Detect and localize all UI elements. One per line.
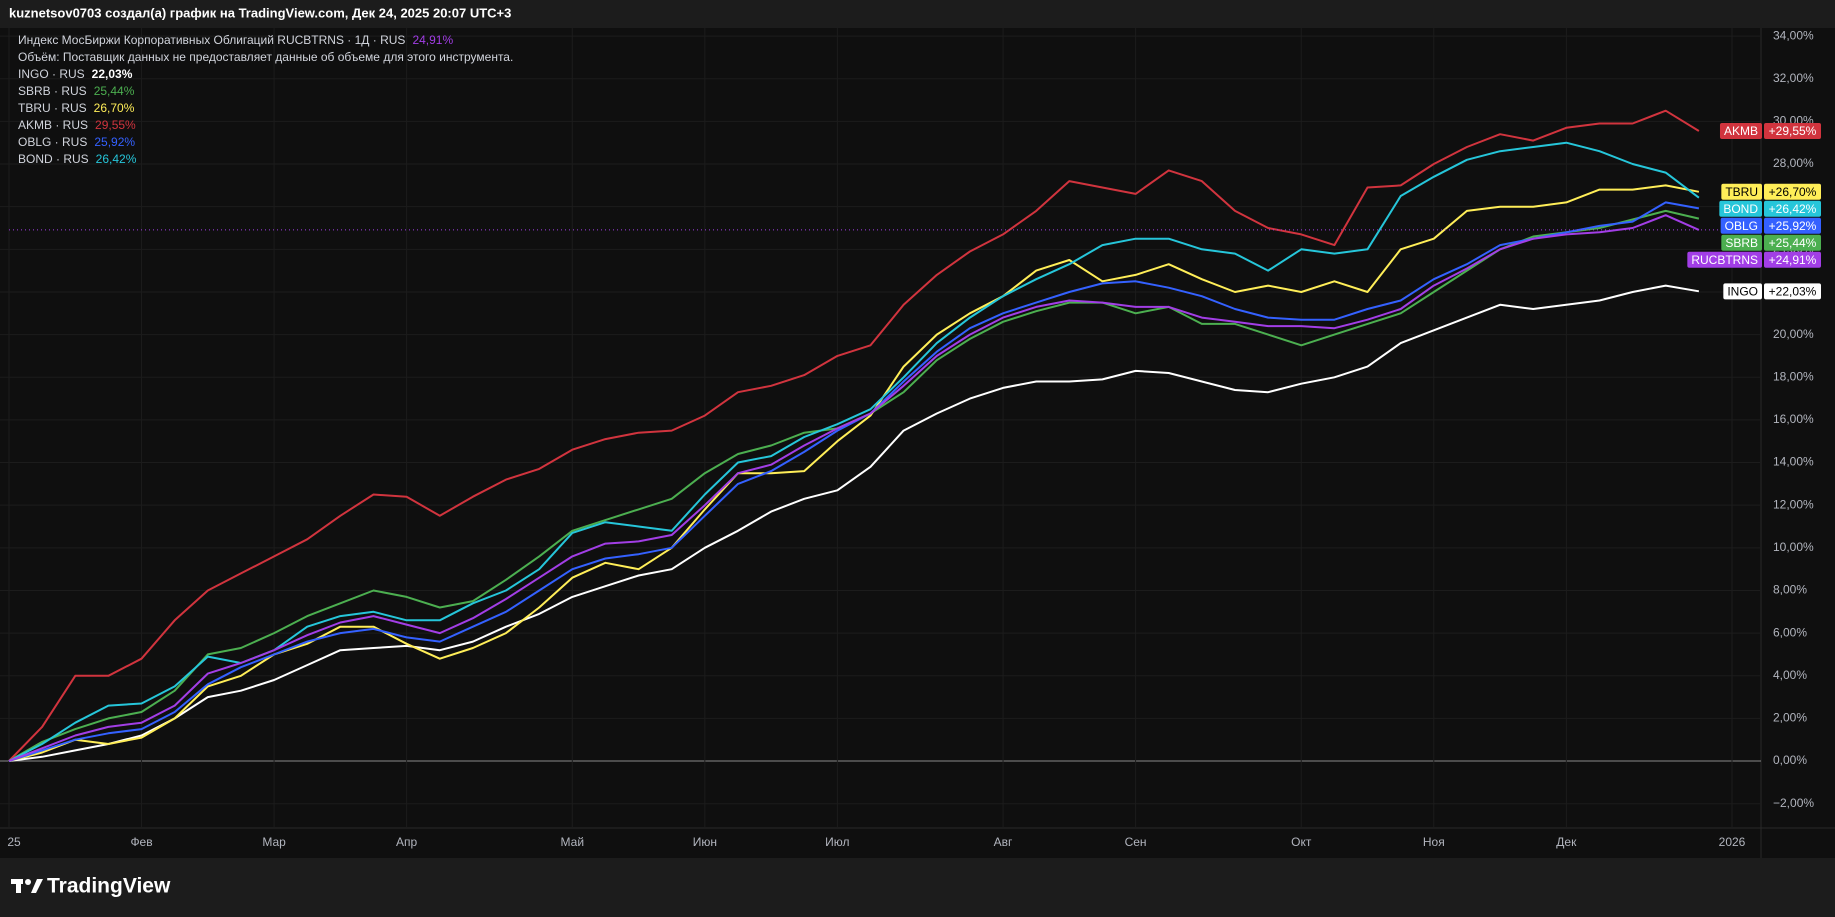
x-tick-label: Мар xyxy=(262,835,286,849)
badge-value-box xyxy=(1764,217,1821,234)
badge-value-box xyxy=(1764,200,1821,217)
price-badge: +25,44% SBRB xyxy=(1721,234,1821,251)
badge-ticker: SBRB xyxy=(1725,236,1758,250)
badge-ticker: BOND xyxy=(1723,202,1758,216)
legend-value: 22,03% xyxy=(92,67,133,81)
legend-name: INGO · RUS xyxy=(18,67,85,81)
legend-value: 26,70% xyxy=(94,101,135,115)
x-tick-label: 2026 xyxy=(1719,835,1746,849)
badge-ticker-box xyxy=(1719,200,1762,217)
badge-ticker-box xyxy=(1687,251,1762,268)
x-tick-label: Окт xyxy=(1291,835,1312,849)
legend-name: Индекс МосБиржи Корпоративных Облигаций … xyxy=(18,33,405,47)
badge-ticker-box xyxy=(1720,217,1762,234)
badge-value-box xyxy=(1764,251,1821,268)
legend-name: AKMB · RUS xyxy=(18,118,88,132)
x-tick-label: Сен xyxy=(1125,835,1147,849)
series-line xyxy=(8,184,1700,762)
price-badge: +29,55% AKMB xyxy=(1719,122,1821,139)
badge-ticker: OBLG xyxy=(1725,219,1758,233)
badge-ticker: INGO xyxy=(1727,284,1758,298)
badge-value-box xyxy=(1764,234,1821,251)
badge-ticker-box xyxy=(1723,283,1762,300)
legend-value: 26,42% xyxy=(96,152,137,166)
badge-value-box xyxy=(1764,122,1821,139)
y-tick-label: 28,00% xyxy=(1773,156,1814,170)
x-tick-label: Июн xyxy=(693,835,717,849)
y-tick-label: 6,00% xyxy=(1773,625,1807,639)
price-badge: +24,91% RUCBTRNS xyxy=(1687,251,1821,268)
y-tick-label: 34,00% xyxy=(1773,28,1814,42)
badge-ticker: TBRU xyxy=(1725,185,1758,199)
badge-value: +29,55% xyxy=(1769,124,1817,138)
price-badge: +25,92% OBLG xyxy=(1720,217,1821,234)
badge-ticker-box xyxy=(1721,234,1762,251)
x-tick-label: 25 xyxy=(7,835,21,849)
y-tick-label: −2,00% xyxy=(1773,796,1814,810)
x-tick-label: Дек xyxy=(1556,835,1577,849)
x-tick-label: Июл xyxy=(825,835,849,849)
y-tick-label: 0,00% xyxy=(1773,753,1807,767)
x-tick-label: Апр xyxy=(396,835,418,849)
series-line xyxy=(8,109,1700,762)
y-tick-label: 16,00% xyxy=(1773,412,1814,426)
x-tick-label: Фев xyxy=(130,835,152,849)
chart-area xyxy=(0,28,1835,858)
x-tick-label: Авг xyxy=(994,835,1013,849)
series-line xyxy=(8,284,1700,762)
legend-name: OBLG · RUS xyxy=(18,135,87,149)
legend-name: BOND · RUS xyxy=(18,152,89,166)
badge-value: +25,92% xyxy=(1769,219,1817,233)
badge-ticker: AKMB xyxy=(1724,124,1758,138)
badges: +29,55%AKMB+26,70%TBRU+26,42%BOND+25,92%… xyxy=(1687,122,1821,300)
legend-name: TBRU · RUS xyxy=(18,101,87,115)
series-line xyxy=(8,141,1700,762)
brand-logo xyxy=(11,879,43,893)
badge-ticker-box xyxy=(1721,183,1762,200)
y-tick-label: 32,00% xyxy=(1773,71,1814,85)
series-line xyxy=(8,201,1700,762)
y-tick-label: 2,00% xyxy=(1773,711,1807,725)
legend-value: 24,91% xyxy=(412,33,453,47)
legend-value: 29,55% xyxy=(95,118,136,132)
badge-ticker: RUCBTRNS xyxy=(1691,253,1758,267)
badge-value: +26,70% xyxy=(1769,185,1817,199)
badge-value-box xyxy=(1764,283,1821,300)
y-tick-label: 8,00% xyxy=(1773,583,1807,597)
brand-name: TradingView xyxy=(47,875,171,898)
y-tick-label: 18,00% xyxy=(1773,369,1814,383)
price-badge: +22,03% INGO xyxy=(1723,283,1821,300)
badge-ticker-box xyxy=(1719,122,1762,139)
legend-name: SBRB · RUS xyxy=(18,84,87,98)
y-tick-label: 4,00% xyxy=(1773,668,1807,682)
grid: −2,00% 0,00% 2,00% 4,00% 6,00% 8,00% 10,00% 12,… xyxy=(0,28,1814,849)
series-line xyxy=(8,214,1700,762)
legend-value: 25,92% xyxy=(94,135,135,149)
volume-note: Объём: Поставщик данных не предоставляет… xyxy=(18,50,513,64)
badge-value: +22,03% xyxy=(1769,284,1817,298)
badge-value: +25,44% xyxy=(1769,236,1817,250)
lines xyxy=(8,109,1761,762)
y-tick-label: 10,00% xyxy=(1773,540,1814,554)
price-badge: +26,42% BOND xyxy=(1719,200,1821,217)
y-tick-label: 14,00% xyxy=(1773,455,1814,469)
price-badge: +26,70% TBRU xyxy=(1721,183,1821,200)
y-tick-label: 20,00% xyxy=(1773,327,1814,341)
header-bar xyxy=(0,0,1835,28)
badge-value: +26,42% xyxy=(1769,202,1817,216)
badge-value-box xyxy=(1764,183,1821,200)
y-tick-label: 12,00% xyxy=(1773,497,1814,511)
footer-bar xyxy=(0,858,1835,917)
badge-value: +24,91% xyxy=(1769,253,1817,267)
x-tick-label: Май xyxy=(561,835,585,849)
legend: Индекс МосБиржи Корпоративных Облигаций … xyxy=(18,33,513,166)
header-text: kuznetsov0703 создал(а) график на Tradin… xyxy=(9,5,511,20)
x-tick-label: Ноя xyxy=(1423,835,1445,849)
legend-value: 25,44% xyxy=(94,84,135,98)
